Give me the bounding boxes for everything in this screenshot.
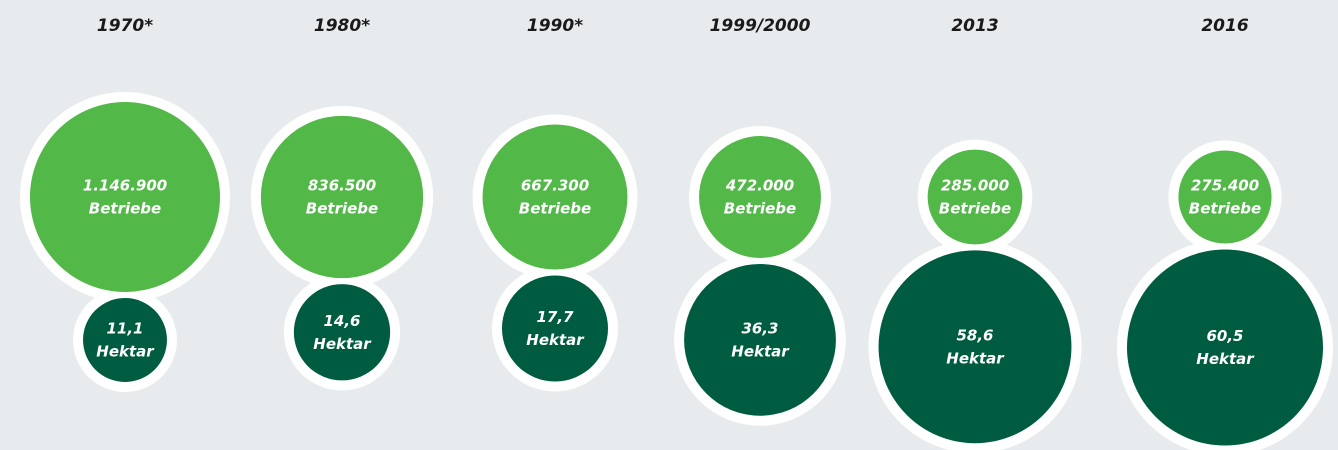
bubble bbox=[684, 263, 836, 416]
year-label: 2013 bbox=[951, 16, 998, 36]
year-label: 1970* bbox=[97, 16, 153, 36]
value-label: 17,7 bbox=[536, 308, 574, 326]
value-label: 285.000 bbox=[941, 177, 1009, 195]
bubble bbox=[927, 149, 1023, 245]
value-label: 275.400 bbox=[1191, 177, 1259, 195]
value-label: 667.300 bbox=[521, 177, 589, 195]
bubble bbox=[878, 250, 1072, 444]
unit-label: Hektar bbox=[313, 335, 372, 353]
unit-label: Betriebe bbox=[306, 200, 378, 218]
value-label: 11,1 bbox=[106, 319, 143, 337]
year-label: 1980* bbox=[314, 16, 370, 36]
unit-label: Betriebe bbox=[519, 200, 591, 218]
value-label: 14,6 bbox=[323, 312, 360, 330]
unit-label: Hektar bbox=[96, 342, 155, 360]
bubble bbox=[1127, 249, 1323, 446]
unit-label: Betriebe bbox=[1189, 200, 1261, 218]
bubble bbox=[1178, 150, 1272, 244]
unit-label: Hektar bbox=[731, 342, 790, 360]
year-label: 1990* bbox=[527, 16, 583, 36]
bubble bbox=[501, 275, 609, 382]
value-label: 472.000 bbox=[725, 177, 794, 195]
bubble bbox=[293, 284, 391, 381]
bubble bbox=[260, 115, 424, 279]
year-label: 2016 bbox=[1201, 16, 1248, 36]
bubble bbox=[699, 136, 821, 258]
unit-label: Hektar bbox=[526, 331, 585, 349]
value-label: 1.146.900 bbox=[83, 177, 167, 195]
value-label: 58,6 bbox=[956, 326, 993, 344]
unit-label: Betriebe bbox=[724, 200, 796, 218]
bubble bbox=[482, 124, 628, 270]
unit-label: Hektar bbox=[1196, 350, 1255, 368]
bubble bbox=[83, 298, 167, 382]
value-label: 836.500 bbox=[308, 177, 376, 195]
bubble bbox=[30, 102, 220, 292]
unit-label: Betriebe bbox=[939, 200, 1011, 218]
unit-label: Hektar bbox=[946, 349, 1005, 367]
value-label: 60,5 bbox=[1206, 327, 1243, 345]
year-label: 1999/2000 bbox=[710, 16, 811, 36]
value-label: 36,3 bbox=[741, 319, 778, 337]
unit-label: Betriebe bbox=[89, 200, 161, 218]
